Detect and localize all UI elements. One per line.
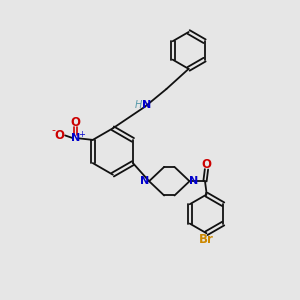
Text: O: O <box>202 158 212 171</box>
Text: N: N <box>142 100 152 110</box>
Text: Br: Br <box>199 233 214 246</box>
Text: O: O <box>54 129 64 142</box>
Text: N: N <box>70 134 80 143</box>
Text: H: H <box>134 100 142 110</box>
Text: +: + <box>78 130 85 139</box>
Text: N: N <box>189 176 199 186</box>
Text: O: O <box>70 116 80 129</box>
Text: -: - <box>52 125 56 135</box>
Text: N: N <box>140 176 149 186</box>
